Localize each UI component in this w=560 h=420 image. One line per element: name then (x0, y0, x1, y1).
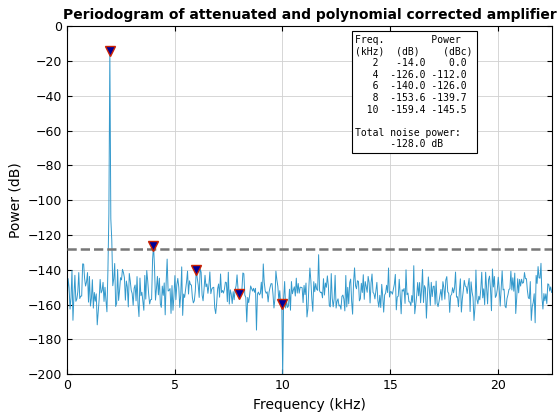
Text: Freq.        Power
(kHz)  (dB)    (dBc)
   2   -14.0    0.0
   4  -126.0 -112.0
: Freq. Power (kHz) (dB) (dBc) 2 -14.0 0.0… (356, 35, 473, 150)
Title: Periodogram of attenuated and polynomial corrected amplifier: Periodogram of attenuated and polynomial… (63, 8, 556, 22)
X-axis label: Frequency (kHz): Frequency (kHz) (253, 398, 366, 412)
Y-axis label: Power (dB): Power (dB) (8, 163, 22, 238)
